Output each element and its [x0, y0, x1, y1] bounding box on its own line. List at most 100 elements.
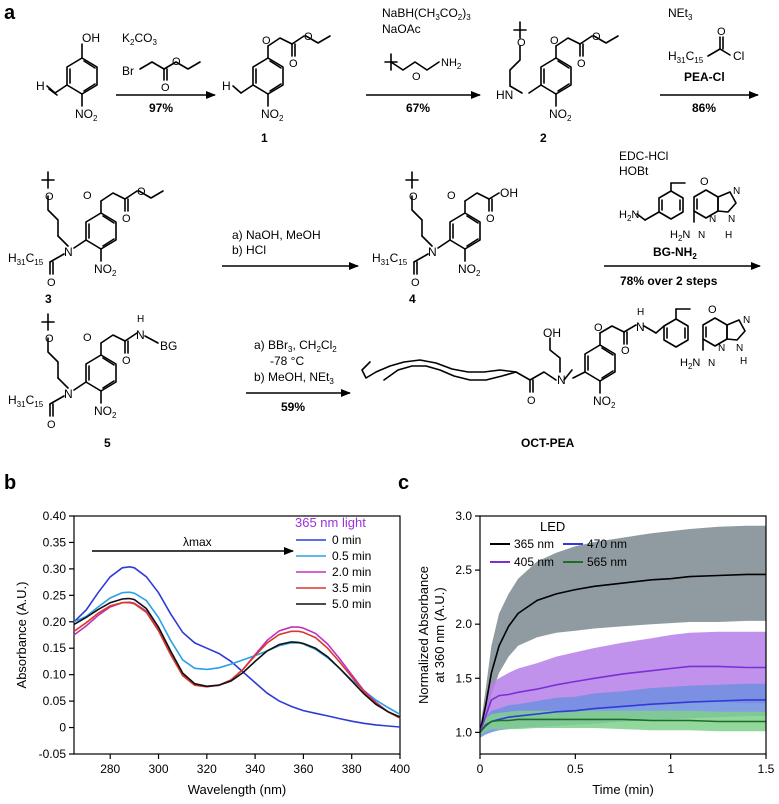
chain-h31c15: H31C15: [372, 251, 408, 267]
atom-h: H: [222, 79, 231, 93]
atom-oh: OH: [500, 186, 518, 200]
step2-yield: 67%: [406, 101, 430, 115]
compound-label-2: 2: [540, 131, 547, 145]
compound-5-structure: O O H N BG O O N H31C15 NO2: [8, 313, 177, 431]
atom-h2n: H2N: [619, 209, 639, 223]
atom-oh: OH: [543, 326, 561, 340]
atom-no2: NO2: [94, 404, 117, 420]
chain-h31c15: H31C15: [8, 393, 44, 409]
atom-n: N: [557, 373, 566, 387]
atom-o: O: [717, 26, 726, 38]
chart-c-xtick-label: 0.5: [567, 762, 584, 776]
chart-c-xlabel: Time (min): [592, 782, 654, 797]
chart-c-legend-label: 470 nm: [587, 537, 627, 551]
atom-n: N: [733, 186, 740, 197]
atom-no2: NO2: [458, 262, 481, 278]
step3-reagent-net3: NEt3: [668, 6, 693, 22]
atom-n: N: [718, 343, 725, 354]
chart-b-ytick-label: 0: [59, 721, 66, 735]
chart-c-series-line: [479, 718, 766, 733]
atom-oh: OH: [82, 31, 100, 45]
step1-reagent-k2co3: K2CO3: [122, 31, 157, 47]
chart-b-ticks: 280 300 320 340 360 380 400 -0.05 0 0.05 0.10 0.15 0…: [39, 509, 411, 776]
chart-c-series: [479, 573, 766, 733]
step2-reagent-naoac: NaOAc: [382, 22, 421, 36]
acyl-bond: [707, 48, 731, 57]
chart-c-ytick-label: 2.5: [455, 563, 472, 577]
atom-o: O: [527, 395, 536, 407]
step6-line2: b) MeOH, NEt3: [254, 370, 334, 386]
chart-b-ytick-label: 0.35: [43, 535, 67, 549]
atom-h: H: [725, 230, 732, 241]
atom-n: N: [736, 343, 743, 354]
atom-o: O: [137, 186, 146, 198]
chart-c-legend-label: 565 nm: [587, 555, 627, 569]
atom-n: N: [636, 320, 645, 334]
chart-c-series-line: [479, 573, 766, 733]
compound-label-5: 5: [104, 436, 111, 450]
chart-b-legend-label: 0.5 min: [332, 549, 371, 563]
compound-1-structure: O O O H NO2: [222, 31, 331, 123]
step2-reagent-nabh: NaBH(CH3CO2)3: [382, 6, 471, 22]
chart-c-ylabel-2: at 360 nm (A.U.): [432, 587, 447, 682]
chart-b-series-line: [73, 601, 401, 719]
chart-b-xtick-label: 380: [342, 762, 362, 776]
compound-2-structure: O O O O HN NO2: [496, 21, 619, 123]
chart-b-series-line: [73, 597, 401, 718]
chart-c-band: [480, 710, 766, 736]
step3-reagent-name: PEA-Cl: [684, 70, 725, 84]
atom-n: N: [64, 387, 73, 401]
atom-no2: NO2: [75, 107, 98, 123]
atom-o: O: [262, 35, 271, 47]
atom-h: H: [36, 79, 45, 93]
atom-n: N: [698, 230, 705, 241]
chart-b-xtick-label: 320: [197, 762, 217, 776]
atom-n: N: [136, 328, 145, 342]
chart-b-series: [73, 565, 401, 728]
chart-b-ytick-label: 0.05: [43, 694, 67, 708]
step1-yield: 97%: [149, 101, 173, 115]
atom-o: O: [708, 304, 717, 316]
chart-b-xtick-label: 280: [100, 762, 120, 776]
atom-o: O: [594, 322, 603, 334]
atom-nh2: NH2: [441, 57, 462, 71]
panel-label-b: b: [4, 472, 16, 494]
amine-reagent-structure: O NH2: [384, 53, 462, 83]
step6-line1: a) BBr3, CH2Cl2: [254, 338, 337, 354]
atom-o: O: [700, 176, 709, 188]
atom-o: O: [83, 190, 92, 202]
compound-4-structure: O O OH O O N H31C15 NO2: [372, 171, 518, 289]
chart-c-xtick-label: 1: [667, 762, 674, 776]
atom-no2: NO2: [261, 107, 284, 123]
atom-o: O: [45, 333, 54, 345]
compound-label-4: 4: [409, 292, 416, 306]
chart-b-xtick-label: 340: [245, 762, 265, 776]
step5-reagent-hobt: HOBt: [619, 164, 649, 178]
step3-yield: 86%: [692, 101, 716, 115]
atom-o: O: [592, 31, 601, 43]
atom-n: N: [709, 214, 716, 225]
atom-o: O: [47, 419, 56, 431]
chart-c-ytick-label: 2.0: [455, 617, 472, 631]
chart-b-ylabel: Absorbance (A.U.): [14, 582, 29, 689]
chart-b-ytick-label: 0.15: [43, 641, 67, 655]
chart-c-xtick-label: 0: [477, 762, 484, 776]
step6-yield: 59%: [281, 400, 305, 414]
atom-o: O: [447, 190, 456, 202]
compound-3-structure: O O O O O N H31C15 NO2: [8, 171, 164, 289]
atom-no2: NO2: [94, 262, 117, 278]
chart-c-series-line: [479, 665, 766, 733]
chart-b-legend-label: 5.0 min: [332, 597, 371, 611]
chart-normalized-absorbance: 0 0.5 1 1.5 1.0 1.5 2.0 2.5 3.0 LED 365 nm 470 nm 4…: [416, 509, 775, 797]
atom-n: N: [64, 245, 73, 259]
chart-b-ytick-label: 0.30: [43, 562, 67, 576]
bromoacetate-structure: O O: [139, 56, 201, 94]
bg-nh2-structure: O H2N N N N H2N N H: [619, 176, 740, 243]
lambda-max-label: λmax: [183, 535, 212, 549]
chart-c-ylabel: Normalized Absorbance: [416, 566, 431, 704]
panel-label-c: c: [398, 472, 409, 494]
atom-o: O: [83, 332, 92, 344]
compound-label-1: 1: [261, 131, 268, 145]
chart-b-xlabel: Wavelength (nm): [188, 782, 287, 797]
